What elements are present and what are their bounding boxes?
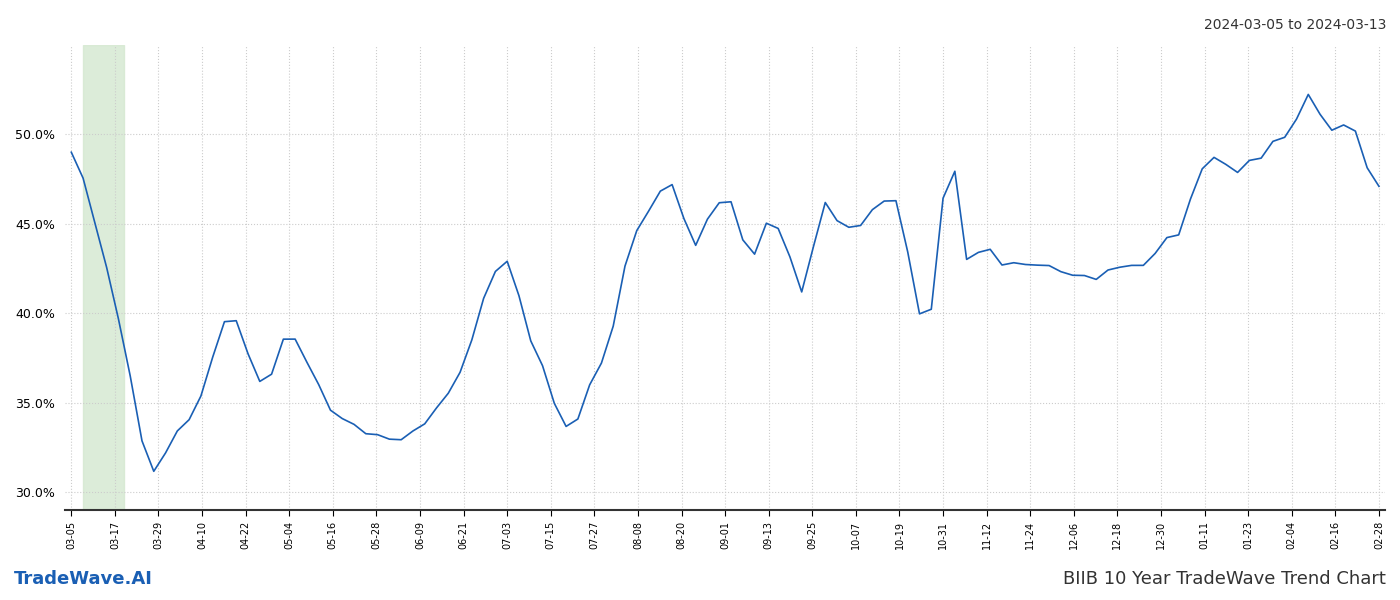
Text: 2024-03-05 to 2024-03-13: 2024-03-05 to 2024-03-13 [1204, 18, 1386, 32]
Bar [83, 45, 125, 510]
Text: TradeWave.AI: TradeWave.AI [14, 570, 153, 588]
Text: BIIB 10 Year TradeWave Trend Chart: BIIB 10 Year TradeWave Trend Chart [1063, 570, 1386, 588]
